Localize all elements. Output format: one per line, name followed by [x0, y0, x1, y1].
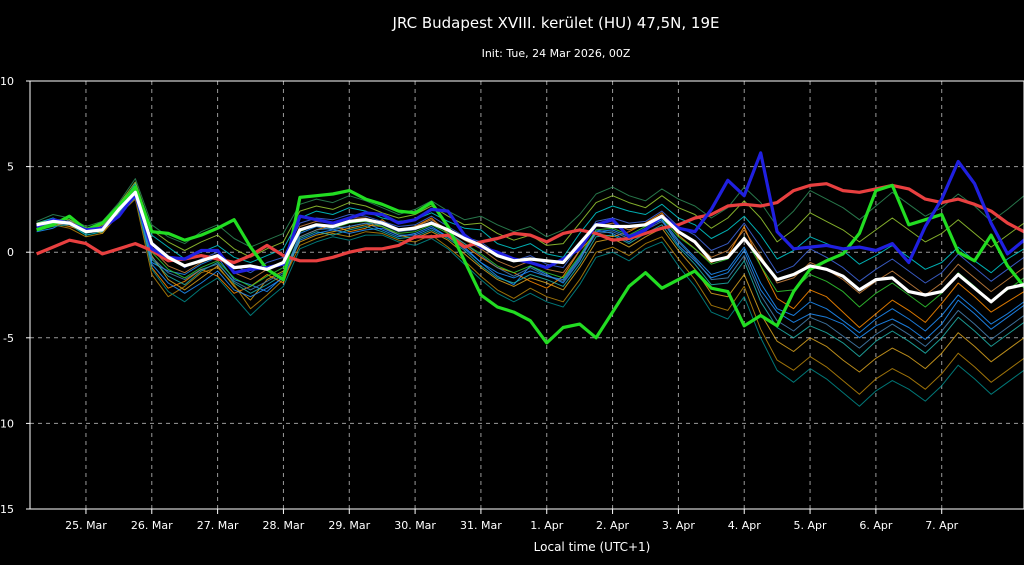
x-tick-label: 5. Apr [794, 519, 827, 532]
x-tick-label: 29. Mar [328, 519, 370, 532]
y-tick-label: 5 [7, 161, 14, 174]
x-axis-label: Local time (UTC+1) [534, 540, 651, 554]
x-tick-label: 27. Mar [197, 519, 239, 532]
series-line-m11 [36, 195, 1024, 407]
x-tick-label: 1. Apr [530, 519, 563, 532]
x-tick-label: 25. Mar [65, 519, 107, 532]
series-line-green [36, 183, 1024, 345]
x-tick-label: 6. Apr [859, 519, 892, 532]
y-axis-ticks: 10 5 0 -5 -10 -15 [0, 75, 30, 516]
series-line-m08 [36, 191, 1024, 358]
x-tick-label: 4. Apr [728, 519, 761, 532]
x-tick-label: 26. Mar [131, 519, 173, 532]
series-layer [35, 151, 1024, 407]
series-line-blue [35, 151, 1024, 275]
x-axis-ticks: 25. Mar 26. Mar 27. Mar 28. Mar 29. Mar 30. M… [65, 509, 959, 532]
x-tick-label: 31. Mar [460, 519, 502, 532]
series-line-m10 [36, 193, 1024, 334]
series-line-m09 [36, 181, 1024, 258]
y-tick-label: -10 [0, 417, 14, 430]
series-line-m14 [36, 191, 1024, 349]
chart-subtitle: Init: Tue, 24 Mar 2026, 00Z [482, 47, 631, 60]
series-line-m13 [36, 190, 1024, 308]
x-tick-label: 7. Apr [925, 519, 958, 532]
chart-title: JRC Budapest XVIII. kerület (HU) 47,5N, … [392, 14, 720, 32]
series-line-m03 [36, 190, 1024, 373]
y-tick-label: 10 [0, 75, 14, 88]
y-tick-label: -15 [0, 503, 14, 516]
y-tick-label: -5 [3, 332, 14, 345]
x-tick-label: 2. Apr [596, 519, 629, 532]
series-line-white [36, 190, 1024, 304]
series-line-m05 [36, 178, 1024, 248]
series-line-m04 [36, 195, 1024, 328]
series-line-m06 [36, 198, 1024, 395]
grid [30, 81, 1024, 509]
x-tick-label: 30. Mar [394, 519, 436, 532]
series-line-m01 [36, 196, 1024, 340]
plot-frame [29, 80, 1024, 510]
x-tick-label: 3. Apr [662, 519, 695, 532]
x-tick-label: 28. Mar [263, 519, 305, 532]
series-line-m07 [36, 188, 1024, 284]
y-tick-label: 0 [7, 246, 14, 259]
